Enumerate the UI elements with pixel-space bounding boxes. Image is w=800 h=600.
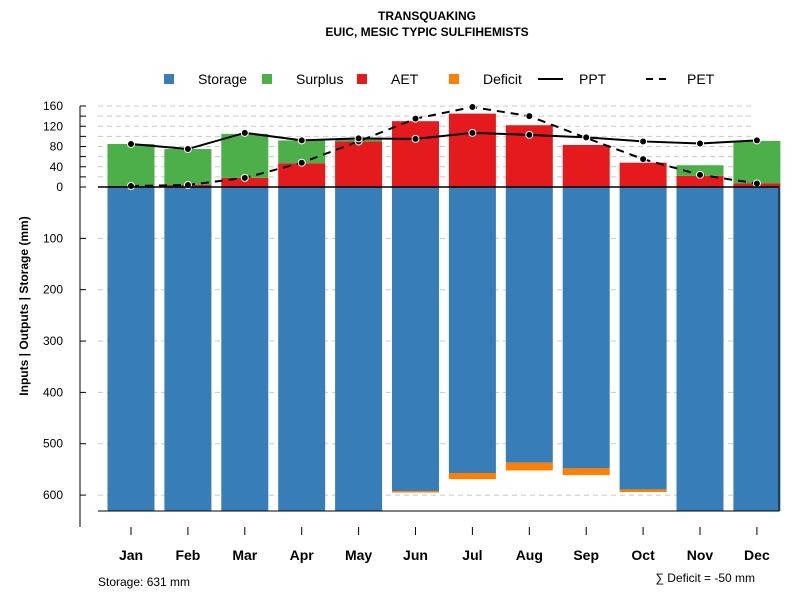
legend-label: PPT [579,71,607,87]
pet-point [297,158,306,167]
storage-bar [733,187,781,511]
x-tick-label: Nov [687,547,714,563]
legend-swatch [164,74,174,84]
x-tick-label: Aug [516,547,543,563]
pet-point [639,155,648,164]
chart-title: TRANSQUAKING [378,9,476,23]
pet-point [127,181,135,190]
legend: Storage Surplus AET Deficit PPT PET [164,71,715,87]
ppt-point [411,134,420,143]
storage-bar [278,187,326,511]
x-tick-label: Jun [403,547,428,563]
y-tick-label: 40 [50,160,64,174]
axes: 0 40 80 120 160 100 200 300 400 500 600 Jan Feb Mar Ap… [43,99,780,563]
storage-bar [676,187,724,511]
storage-bar [392,187,439,491]
y-tick-label: 500 [43,437,63,451]
storage-bar [221,187,269,511]
x-tick-label: Mar [232,547,257,563]
storage-bar [619,187,667,490]
storage-bar [505,187,553,463]
x-tick-label: Apr [290,547,315,563]
aet-bar [448,113,496,187]
surplus-bar [221,133,269,178]
storage-bar [107,187,155,511]
plot-frame [98,187,780,512]
aet-bar [619,162,667,187]
x-tick-label: Oct [631,547,655,563]
bars [107,113,781,511]
aet-bar [562,144,610,187]
pet-point [240,173,249,182]
aet-bar [221,177,269,187]
y-tick-label: 300 [43,334,63,348]
y-tick-label: 160 [43,99,63,113]
x-tick-label: Dec [744,547,770,563]
storage-bar [164,187,212,511]
x-tick-label: Feb [175,547,200,563]
ppt-point [696,139,704,148]
aet-bar [392,121,439,187]
ppt-point [582,133,591,142]
aet-bar [676,175,724,187]
pet-line [130,105,758,187]
surplus-bar [107,143,155,186]
surplus-bar [676,165,724,176]
ppt-point [297,136,306,145]
legend-label: Storage [198,71,247,87]
pet-point [411,114,420,123]
deficit-bar [505,462,553,471]
deficit-bar [562,468,610,476]
deficit-bar [448,473,496,480]
y-tick-label: 200 [43,283,63,297]
x-tick-label: Jan [119,547,143,563]
y-tick-label: 80 [50,140,64,154]
y-tick-label: 120 [43,119,63,133]
ppt-point [127,139,135,148]
ppt-point [240,128,249,137]
storage-bar [335,187,383,511]
ppt-point [639,137,648,146]
y-tick-label: 100 [43,231,63,245]
pet-point [525,112,534,121]
legend-swatch [357,74,367,84]
x-tick-label: Jul [462,547,482,563]
deficit-bar [392,490,439,493]
deficit-bar [619,489,667,493]
ppt-point [468,128,477,137]
ppt-point [752,136,761,145]
y-tick-label: 600 [43,488,63,502]
legend-label: AET [391,71,419,87]
y-tick-label: 0 [56,180,63,194]
ppt-point [183,145,192,154]
pet-point [752,179,761,188]
x-tick-label: May [345,547,372,563]
surplus-bar [733,140,781,184]
legend-swatch [449,74,459,84]
pet-point [468,103,477,112]
legend-label: Deficit [483,71,522,87]
legend-label: PET [687,71,715,87]
aet-bar [335,141,383,187]
x-tick-label: Sep [573,547,599,563]
y-axis-label: Inputs | Outputs | Storage (mm) [17,216,31,395]
ppt-point [354,134,363,143]
legend-swatch [262,74,272,84]
legend-label: Surplus [296,71,343,87]
deficit-total-label: ∑ Deficit = -50 mm [655,571,755,585]
surplus-bar [164,149,212,185]
storage-total-label: Storage: 631 mm [98,575,190,589]
ppt-line [130,131,757,151]
y-tick-label: 400 [43,385,63,399]
storage-bar [562,187,610,469]
aet-bar [278,163,326,187]
storage-bar [448,187,496,474]
pet-point [696,170,704,179]
series-lines [127,103,761,190]
ppt-point [525,130,534,139]
chart-subtitle: EUIC, MESIC TYPIC SULFIHEMISTS [325,25,528,39]
